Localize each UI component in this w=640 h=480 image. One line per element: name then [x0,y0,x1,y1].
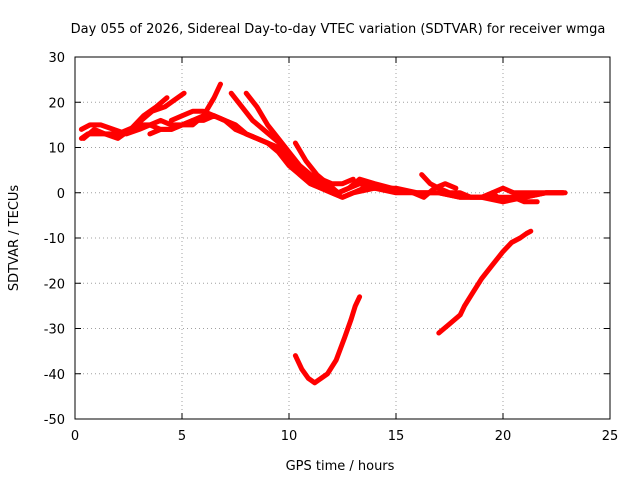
series-layer [78,81,568,386]
series-line-4 [128,90,187,132]
y-tick-label: 30 [48,51,65,66]
x-tick-label: 20 [495,429,512,444]
y-tick-label: -40 [44,368,65,383]
x-axis-label: GPS time / hours [286,459,395,474]
y-tick-label: 0 [57,187,65,202]
chart-title: Day 055 of 2026, Sidereal Day-to-day VTE… [71,22,606,37]
ticks: 0 5 10 15 20 25 -50 -40 -30 -20 -10 0 10 20 30 [44,51,619,444]
y-axis-label: SDTVAR / TECUs [7,185,22,292]
y-tick-label: -30 [44,323,65,338]
x-tick-label: 5 [178,429,186,444]
x-tick-label: 0 [71,429,79,444]
y-tick-label: 20 [48,96,65,111]
series-line-5 [147,81,223,137]
y-tick-label: -10 [44,232,65,247]
x-tick-label: 10 [281,429,298,444]
y-tick-label: -50 [44,413,65,428]
y-tick-label: 10 [48,142,65,157]
series-line-8 [243,90,356,187]
series-line-12 [489,190,540,205]
x-tick-label: 25 [602,429,619,444]
series-line-9 [292,140,395,196]
series-line-11 [410,181,459,200]
x-tick-label: 15 [388,429,405,444]
series-line-13 [292,294,363,386]
y-tick-label: -20 [44,277,65,292]
series-line-14 [436,228,534,336]
